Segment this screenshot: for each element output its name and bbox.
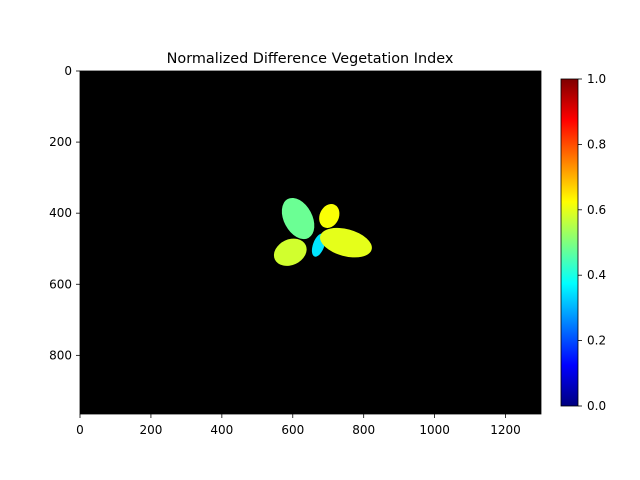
colorbar-tick-label: 0.2	[587, 334, 606, 348]
x-tick-label: 1000	[419, 423, 450, 437]
colorbar-tick-label: 0.6	[587, 203, 606, 217]
chart-title: Normalized Difference Vegetation Index	[167, 51, 454, 67]
x-tick-label: 800	[352, 423, 375, 437]
colorbar: 0.0 0.2 0.4 0.6 0.8 1.0	[560, 72, 606, 413]
x-tick-label: 1200	[490, 423, 521, 437]
y-tick-label: 800	[49, 348, 72, 362]
ndvi-region-2	[319, 204, 340, 228]
y-tick-label: 400	[49, 206, 72, 220]
colorbar-ticks: 0.0 0.2 0.4 0.6 0.8 1.0	[578, 72, 606, 413]
x-axis: 0 200 400 600 800 1000 1200	[76, 414, 521, 437]
ndvi-region-3	[273, 238, 307, 266]
colorbar-tick-label: 1.0	[587, 72, 606, 86]
plot-area	[79, 70, 542, 415]
x-tick-label: 0	[76, 423, 84, 437]
x-tick-label: 600	[281, 423, 304, 437]
x-tick-label: 200	[139, 423, 162, 437]
colorbar-tick-label: 0.4	[587, 268, 606, 282]
y-tick-label: 600	[49, 277, 72, 291]
x-tick-label: 400	[210, 423, 233, 437]
colorbar-tick-label: 0.0	[587, 399, 606, 413]
image-background	[80, 71, 541, 414]
y-tick-label: 0	[64, 64, 72, 78]
colorbar-tick-label: 0.8	[587, 137, 606, 151]
y-tick-label: 200	[49, 135, 72, 149]
plot-frame	[79, 70, 542, 415]
ndvi-region-5	[320, 227, 372, 258]
y-axis: 0 200 400 600 800	[49, 64, 80, 362]
ndvi-region-1	[281, 197, 315, 240]
ndvi-plant-regions	[273, 197, 372, 266]
colorbar-gradient	[560, 78, 579, 407]
